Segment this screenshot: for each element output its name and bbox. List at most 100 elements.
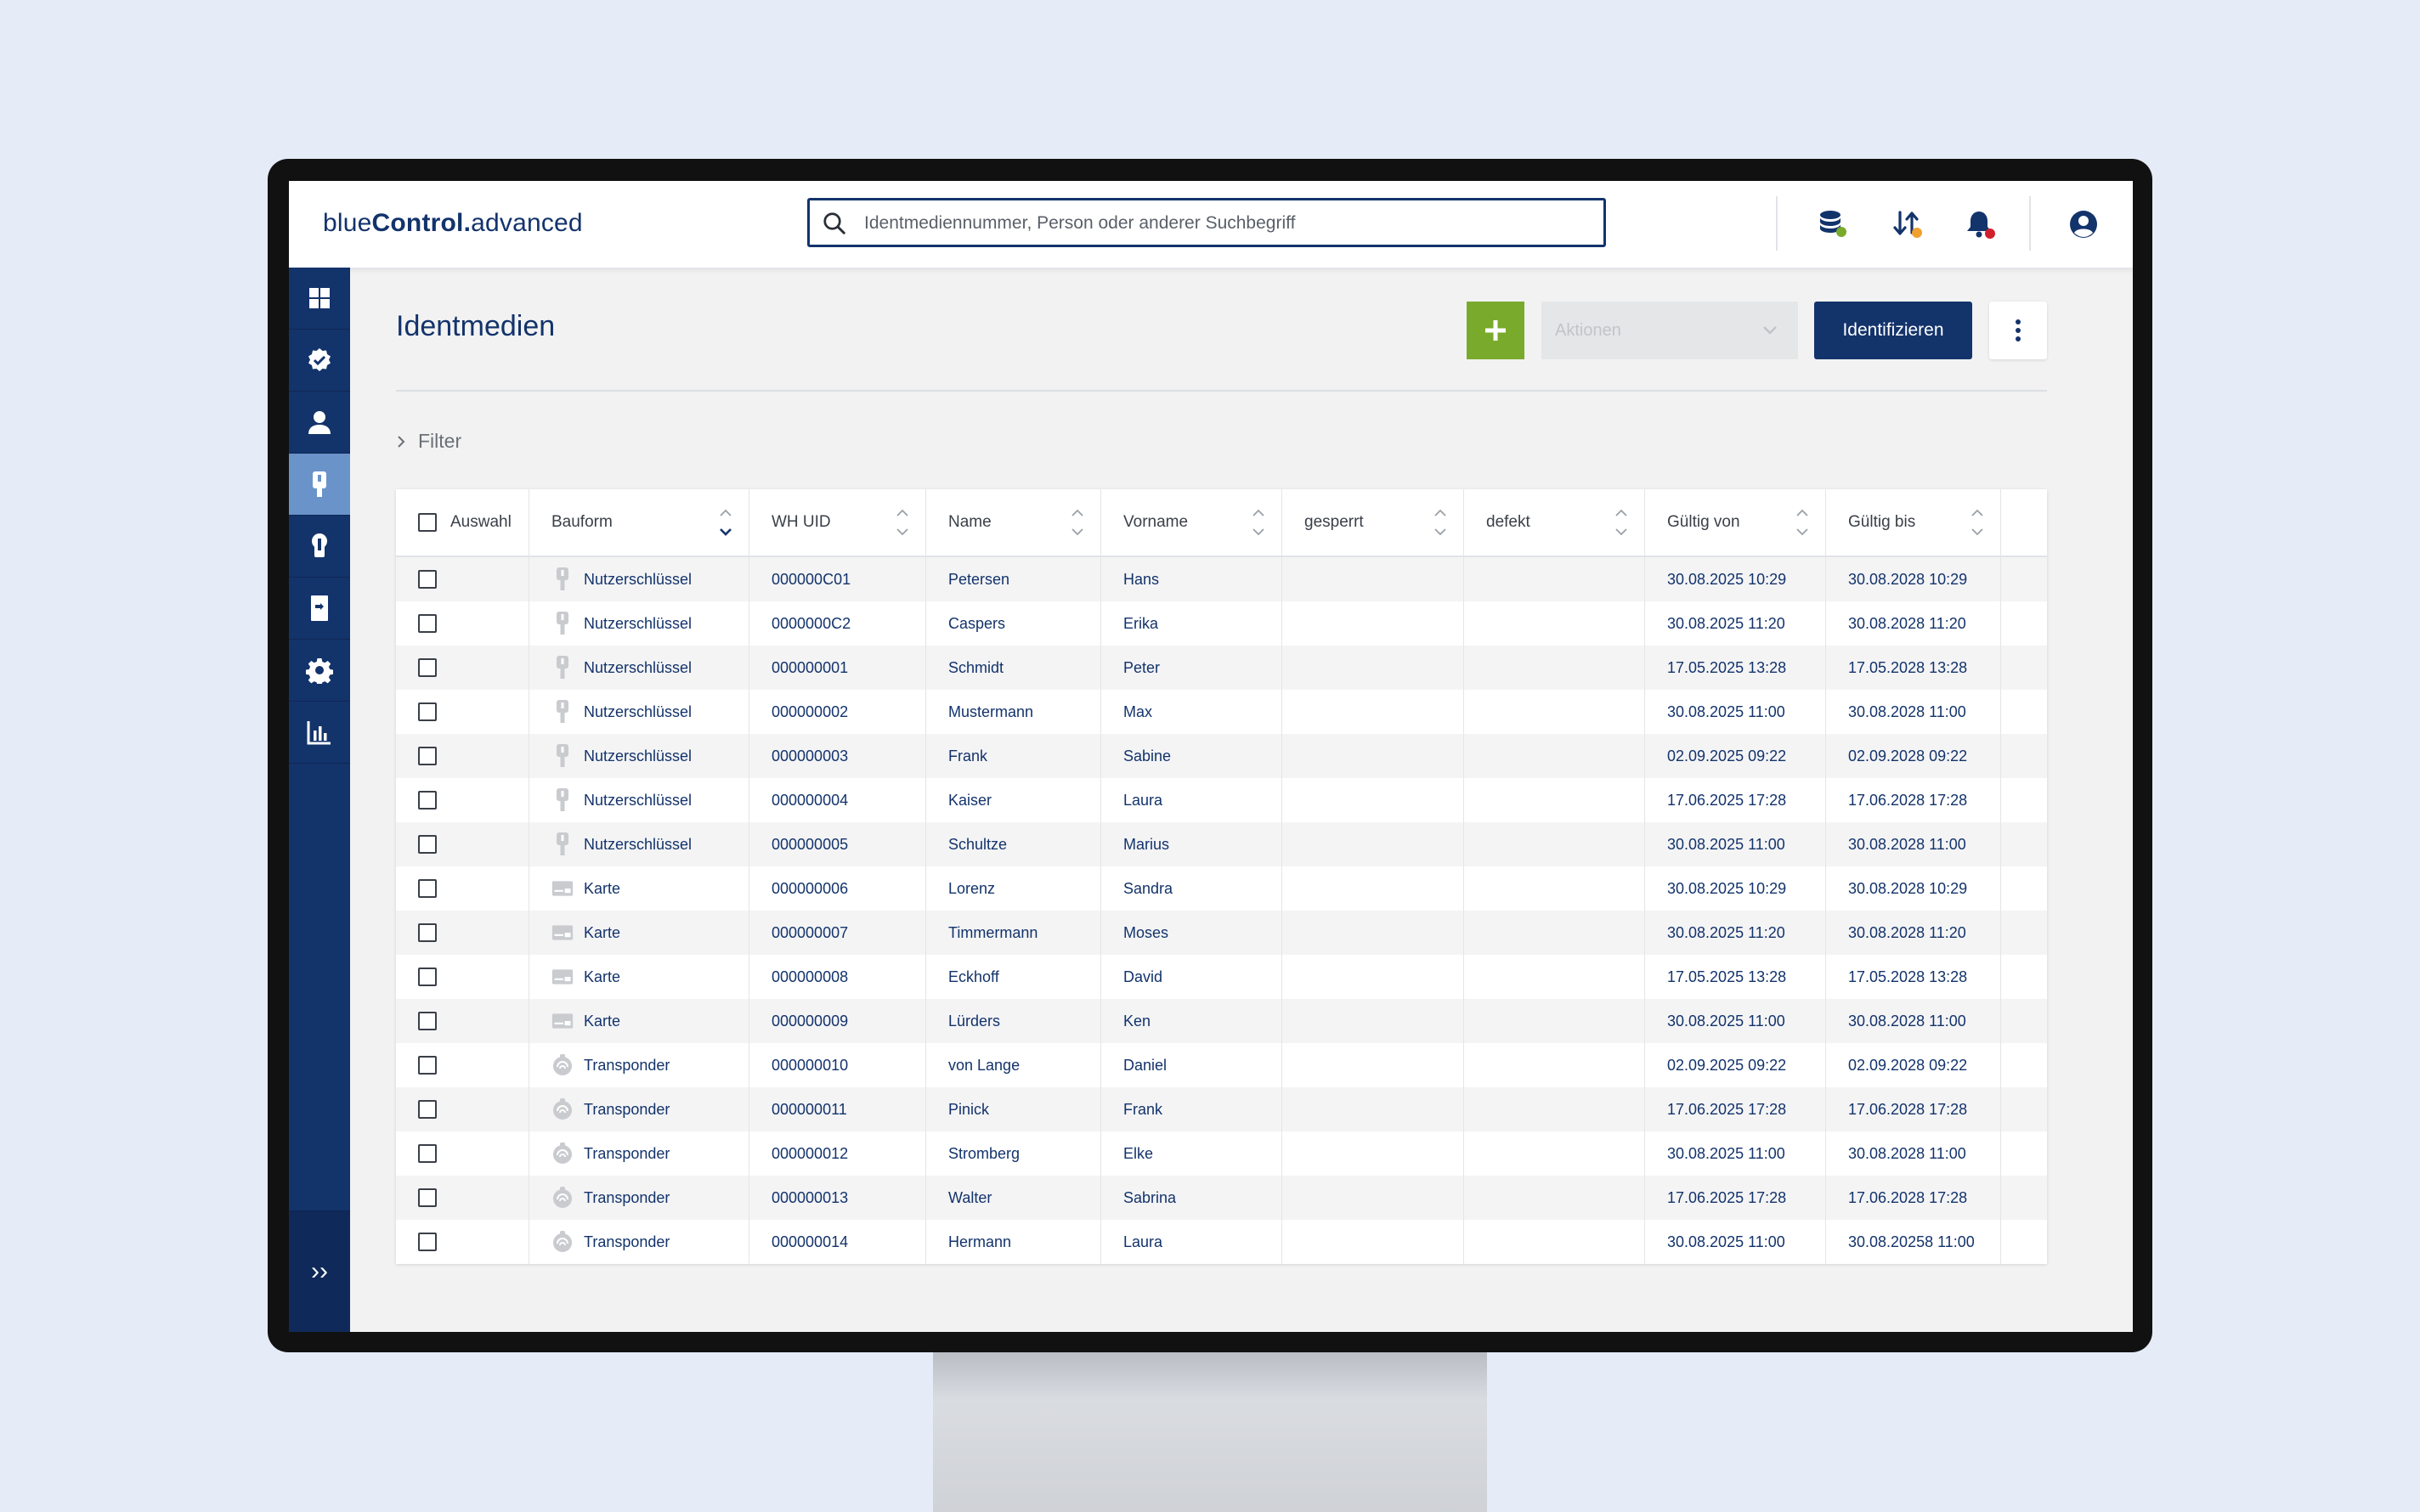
table-row[interactable]: Karte 000000006 Lorenz Sandra 30.08.2025 10:… [396, 866, 2047, 911]
name-cell: Frank [926, 734, 1101, 778]
row-checkbox[interactable] [418, 923, 437, 942]
sort-icon[interactable] [1433, 505, 1448, 540]
sync-status-icon[interactable] [1887, 203, 1930, 245]
spacer-cell [2001, 1131, 2047, 1176]
row-checkbox[interactable] [418, 1188, 437, 1207]
row-checkbox[interactable] [418, 879, 437, 898]
sort-icon[interactable] [718, 505, 733, 540]
row-checkbox[interactable] [418, 747, 437, 765]
top-bar: blueControl.advanced [289, 181, 2133, 269]
nav-locks[interactable] [289, 516, 350, 578]
table-row[interactable]: Transponder 000000011 Pinick Frank 17.06.202… [396, 1087, 2047, 1131]
app-logo[interactable]: blueControl.advanced [323, 209, 583, 237]
nav-persons[interactable] [289, 392, 350, 454]
key-icon [551, 700, 574, 724]
filter-toggle[interactable]: Filter [396, 430, 461, 453]
table-row[interactable]: Karte 000000007 Timmermann Moses 30.08.2025 … [396, 911, 2047, 955]
von-cell: 30.08.2025 11:00 [1645, 822, 1826, 866]
defekt-cell [1464, 646, 1645, 690]
name-cell: Walter [926, 1176, 1101, 1220]
page-title: Identmedien [396, 310, 556, 342]
select-cell [396, 955, 529, 999]
nav-settings[interactable] [289, 640, 350, 702]
column-header-3[interactable]: WH UID [749, 489, 926, 556]
column-header-2[interactable]: Bauform [529, 489, 749, 556]
sort-icon[interactable] [1070, 505, 1085, 540]
nav-verified[interactable] [289, 330, 350, 392]
table-row[interactable]: Nutzerschlüssel 000000C01 Petersen Hans 30.0… [396, 557, 2047, 601]
notification-bell-icon[interactable] [1959, 203, 2002, 245]
column-header-8[interactable]: Gültig von [1645, 489, 1826, 556]
row-checkbox[interactable] [418, 791, 437, 810]
spacer-cell [2001, 866, 2047, 911]
gesperrt-cell [1282, 1220, 1464, 1264]
defekt-cell [1464, 822, 1645, 866]
identify-button[interactable]: Identifizieren [1814, 302, 1972, 359]
filter-label: Filter [418, 430, 462, 452]
column-header-5[interactable]: Vorname [1101, 489, 1282, 556]
row-checkbox[interactable] [418, 1233, 437, 1251]
table-row[interactable]: Nutzerschlüssel 000000003 Frank Sabine 02.09… [396, 734, 2047, 778]
row-checkbox[interactable] [418, 1012, 437, 1030]
database-status-icon[interactable] [1812, 203, 1854, 245]
name-cell: Eckhoff [926, 955, 1101, 999]
table-row[interactable]: Nutzerschlüssel 000000005 Schultze Marius 30… [396, 822, 2047, 866]
row-checkbox[interactable] [418, 702, 437, 721]
sort-icon[interactable] [1614, 505, 1629, 540]
nav-dashboard[interactable] [289, 268, 350, 330]
search-icon[interactable] [822, 211, 847, 236]
sort-icon[interactable] [1970, 505, 1985, 540]
search-input[interactable] [862, 207, 1588, 240]
column-header-4[interactable]: Name [926, 489, 1101, 556]
row-checkbox[interactable] [418, 1056, 437, 1075]
spacer-cell [2001, 646, 2047, 690]
row-checkbox[interactable] [418, 570, 437, 589]
row-checkbox[interactable] [418, 658, 437, 677]
nav-doors[interactable] [289, 578, 350, 640]
row-checkbox[interactable] [418, 835, 437, 854]
column-header-7[interactable]: defekt [1464, 489, 1645, 556]
table-row[interactable]: Karte 000000008 Eckhoff David 17.05.2025 13:… [396, 955, 2047, 999]
bauform-text: Transponder [584, 1233, 670, 1250]
gesperrt-cell [1282, 734, 1464, 778]
sort-icon[interactable] [1795, 505, 1810, 540]
bauform-cell: Transponder [529, 1131, 749, 1176]
row-checkbox[interactable] [418, 968, 437, 986]
sort-icon[interactable] [895, 505, 910, 540]
table-row[interactable]: Transponder 000000013 Walter Sabrina 17.06.2… [396, 1176, 2047, 1220]
column-header-9[interactable]: Gültig bis [1826, 489, 2001, 556]
row-checkbox[interactable] [418, 614, 437, 633]
table-row[interactable]: Nutzerschlüssel 0000000C2 Caspers Erika 30.0… [396, 601, 2047, 646]
nav-reports[interactable] [289, 702, 350, 764]
table-row[interactable]: Nutzerschlüssel 000000001 Schmidt Peter 17.0… [396, 646, 2047, 690]
table-row[interactable]: Transponder 000000010 von Lange Daniel 02.09… [396, 1043, 2047, 1087]
sidebar-expand-button[interactable]: ›› [289, 1210, 350, 1332]
row-checkbox[interactable] [418, 1100, 437, 1119]
transponder-icon [551, 1097, 574, 1121]
defekt-cell [1464, 1220, 1645, 1264]
name-cell: Timmermann [926, 911, 1101, 955]
vorname-cell: Sandra [1101, 866, 1282, 911]
table-row[interactable]: Karte 000000009 Lürders Ken 30.08.2025 11:00… [396, 999, 2047, 1043]
vorname-cell: Ken [1101, 999, 1282, 1043]
column-header-6[interactable]: gesperrt [1282, 489, 1464, 556]
select-all-checkbox[interactable] [418, 513, 437, 532]
nav-identmedien[interactable] [289, 454, 350, 516]
table-row[interactable]: Transponder 000000014 Hermann Laura 30.08.20… [396, 1220, 2047, 1264]
sort-icon[interactable] [1251, 505, 1266, 540]
table-row[interactable]: Transponder 000000012 Stromberg Elke 30.08.2… [396, 1131, 2047, 1176]
actions-dropdown[interactable]: Aktionen [1541, 302, 1798, 359]
row-checkbox[interactable] [418, 1144, 437, 1163]
table-row[interactable]: Nutzerschlüssel 000000002 Mustermann Max 30.… [396, 690, 2047, 734]
spacer-cell [2001, 955, 2047, 999]
bauform-cell: Transponder [529, 1220, 749, 1264]
dashboard-icon [309, 288, 330, 308]
select-cell [396, 690, 529, 734]
column-header-label: gesperrt [1304, 513, 1364, 531]
add-button[interactable] [1467, 302, 1524, 359]
more-options-button[interactable] [1989, 302, 2047, 359]
account-icon[interactable] [2062, 203, 2105, 245]
uid-cell: 000000008 [749, 955, 926, 999]
vorname-cell: Daniel [1101, 1043, 1282, 1087]
table-row[interactable]: Nutzerschlüssel 000000004 Kaiser Laura 17.06… [396, 778, 2047, 822]
